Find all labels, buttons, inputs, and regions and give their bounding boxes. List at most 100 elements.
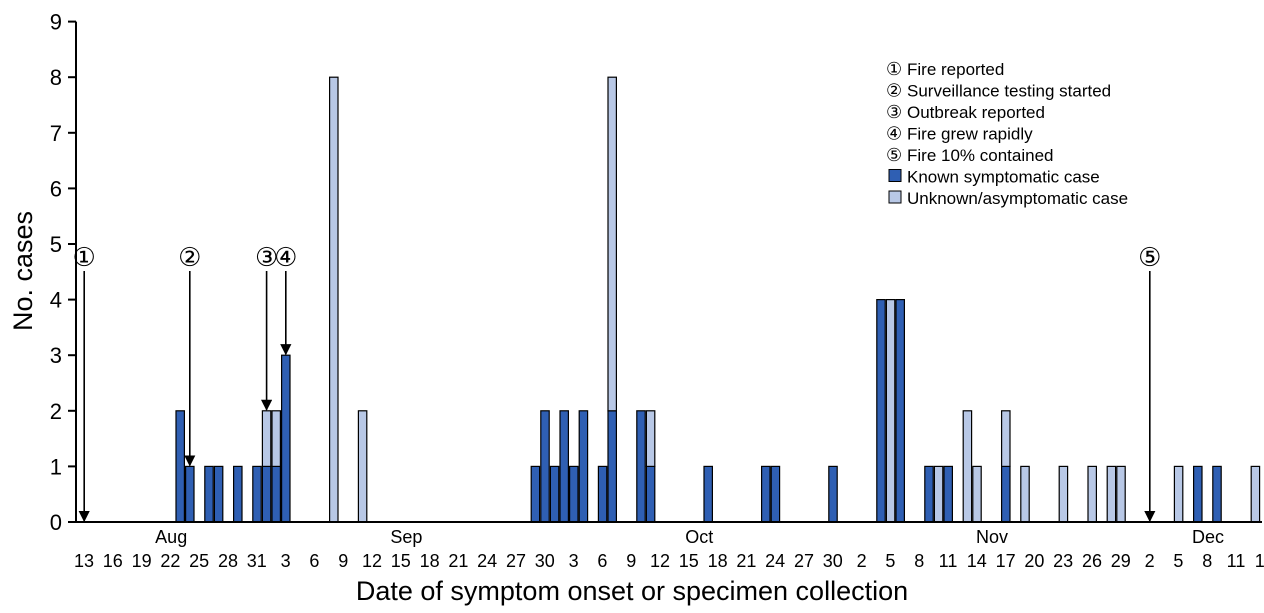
- x-tick-label: 26: [1082, 551, 1102, 571]
- y-tick-label: 6: [50, 176, 62, 201]
- month-label: Nov: [976, 527, 1008, 547]
- x-tick-label: 21: [736, 551, 756, 571]
- bar-known-symptomatic-2020-10-02: [559, 410, 569, 523]
- bar-unknown-asymptomatic-2020-11-28: [1106, 465, 1117, 523]
- bar-unknown-asymptomatic-2020-11-23: [1058, 465, 1069, 523]
- legend-swatch: [888, 169, 902, 182]
- bar-unknown-asymptomatic-2020-10-07: [607, 76, 617, 412]
- x-tick-label: 27: [506, 551, 526, 571]
- month-label: Aug: [155, 527, 187, 547]
- bar-known-symptomatic-2020-08-23: [175, 410, 185, 523]
- x-tick-label: 12: [650, 551, 670, 571]
- bar-known-symptomatic-2020-08-29: [233, 465, 243, 523]
- bar-unknown-asymptomatic-2020-12-13: [1250, 465, 1261, 523]
- bar-unknown-asymptomatic-2020-11-26: [1087, 465, 1097, 523]
- bars-layer: [175, 76, 1261, 523]
- bar-known-symptomatic-2020-10-10: [636, 410, 646, 523]
- x-tick-label: 6: [597, 551, 607, 571]
- x-tick-label: 22: [160, 551, 180, 571]
- bar-known-symptomatic-2020-11-17: [1000, 465, 1011, 523]
- x-tick-label: 23: [1053, 551, 1073, 571]
- bar-unknown-asymptomatic-2020-09-11: [357, 410, 368, 523]
- x-tick-label: 15: [679, 551, 699, 571]
- x-tick-label: 6: [309, 551, 319, 571]
- event-marker-2: ②: [178, 242, 201, 272]
- bar-unknown-asymptomatic-2020-09-08: [329, 76, 339, 523]
- x-tick-label: 18: [708, 551, 728, 571]
- x-tick-label: 19: [132, 551, 152, 571]
- bar-known-symptomatic-2020-11-11: [943, 465, 953, 523]
- bar-known-symptomatic-2020-09-30: [540, 410, 550, 523]
- bar-known-symptomatic-2020-12-09: [1212, 465, 1222, 523]
- legend-event-marker: ③: [886, 102, 902, 122]
- bar-known-symptomatic-2020-09-02: [271, 465, 281, 523]
- x-tick-label: 2: [1145, 551, 1155, 571]
- bar-known-symptomatic-2020-08-24: [185, 465, 195, 523]
- bar-known-symptomatic-2020-10-06: [597, 465, 608, 523]
- bar-unknown-asymptomatic-2020-12-05: [1173, 465, 1184, 523]
- bar-known-symptomatic-2020-10-24: [770, 465, 781, 523]
- legend-event-label: Surveillance testing started: [907, 82, 1111, 101]
- x-tick-label: 16: [103, 551, 123, 571]
- legend-event-marker: ④: [886, 124, 902, 144]
- x-tick-label: 24: [477, 551, 497, 571]
- x-tick-label: 2: [857, 551, 867, 571]
- bar-known-symptomatic-2020-10-04: [578, 410, 589, 523]
- bar-known-symptomatic-2020-08-31: [252, 465, 262, 523]
- legend-event-marker: ①: [886, 59, 902, 79]
- y-axis-title: No. cases: [8, 211, 38, 331]
- event-marker-4: ④: [274, 242, 297, 272]
- event-marker-1: ①: [73, 242, 96, 272]
- x-tick-label: 28: [218, 551, 238, 571]
- bar-known-symptomatic-2020-10-07: [607, 410, 617, 523]
- x-tick-label: 20: [1024, 551, 1044, 571]
- bar-known-symptomatic-2020-11-06: [895, 299, 905, 523]
- bar-unknown-asymptomatic-2020-11-13: [962, 410, 973, 523]
- bar-unknown-asymptomatic-2020-11-10: [933, 465, 944, 523]
- month-label: Dec: [1192, 527, 1224, 547]
- bar-unknown-asymptomatic-2020-10-11: [645, 410, 656, 467]
- y-tick-label: 0: [50, 510, 62, 535]
- x-tick-label: 15: [391, 551, 411, 571]
- legend: ① Fire reported ② Surveillance testing star…: [886, 59, 1128, 208]
- x-tick-label: 5: [1173, 551, 1183, 571]
- x-tick-label: 25: [189, 551, 209, 571]
- bar-unknown-asymptomatic-2020-09-01: [261, 410, 272, 467]
- x-tick-label: 8: [1202, 551, 1212, 571]
- event-markers-layer: ① ② ③④ ⑤: [73, 242, 1161, 523]
- x-tick-label: 29: [1111, 551, 1131, 571]
- x-tick-label: 3: [569, 551, 579, 571]
- bar-known-symptomatic-2020-10-23: [760, 465, 771, 523]
- bar-known-symptomatic-2020-10-01: [549, 465, 560, 523]
- legend-series-label: Known symptomatic case: [907, 168, 1100, 187]
- bar-known-symptomatic-2020-08-27: [213, 465, 224, 523]
- x-tick-label: 24: [765, 551, 785, 571]
- x-tick-label: 13: [74, 551, 94, 571]
- x-tick-label: 14: [1255, 551, 1264, 571]
- x-tick-label: 3: [281, 551, 291, 571]
- x-tick-label: 11: [1227, 551, 1246, 571]
- y-tick-label: 1: [50, 454, 62, 479]
- bar-known-symptomatic-2020-11-09: [924, 465, 934, 523]
- bar-known-symptomatic-2020-08-26: [204, 465, 214, 523]
- bar-known-symptomatic-2020-10-11: [645, 465, 656, 523]
- bar-known-symptomatic-2020-09-03: [281, 354, 291, 523]
- bar-unknown-asymptomatic-2020-09-02: [271, 410, 281, 467]
- bar-known-symptomatic-2020-09-01: [261, 465, 272, 523]
- bar-unknown-asymptomatic-2020-11-14: [972, 465, 982, 523]
- legend-event-label: Fire grew rapidly: [907, 125, 1033, 144]
- bar-unknown-asymptomatic-2020-11-29: [1116, 465, 1126, 523]
- y-tick-label: 9: [50, 10, 62, 35]
- y-tick-label: 2: [50, 399, 62, 424]
- x-tick-label: 30: [535, 551, 555, 571]
- y-tick-label: 4: [50, 288, 62, 313]
- x-tick-label: 18: [420, 551, 440, 571]
- month-label: Oct: [685, 527, 713, 547]
- y-tick-label: 7: [50, 121, 62, 146]
- x-tick-label: 27: [794, 551, 814, 571]
- legend-swatch: [888, 190, 902, 204]
- event-marker-5: ⑤: [1138, 242, 1161, 272]
- x-axis-title: Date of symptom onset or specimen collec…: [356, 576, 908, 606]
